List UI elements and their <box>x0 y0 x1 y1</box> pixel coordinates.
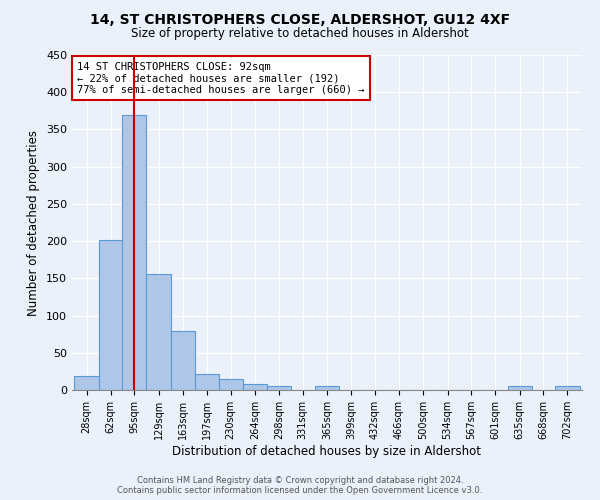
Text: 14 ST CHRISTOPHERS CLOSE: 92sqm
← 22% of detached houses are smaller (192)
77% o: 14 ST CHRISTOPHERS CLOSE: 92sqm ← 22% of… <box>77 62 365 95</box>
Bar <box>556 386 580 390</box>
Bar <box>218 379 243 390</box>
Bar <box>315 386 339 390</box>
Bar <box>146 274 171 390</box>
Bar <box>122 114 146 390</box>
Bar <box>171 331 195 390</box>
Text: Contains HM Land Registry data © Crown copyright and database right 2024.
Contai: Contains HM Land Registry data © Crown c… <box>118 476 482 495</box>
Bar <box>98 240 123 390</box>
Bar <box>267 386 292 390</box>
Text: Size of property relative to detached houses in Aldershot: Size of property relative to detached ho… <box>131 28 469 40</box>
Bar <box>74 376 98 390</box>
Bar <box>243 384 267 390</box>
Bar <box>508 386 532 390</box>
Text: 14, ST CHRISTOPHERS CLOSE, ALDERSHOT, GU12 4XF: 14, ST CHRISTOPHERS CLOSE, ALDERSHOT, GU… <box>90 12 510 26</box>
X-axis label: Distribution of detached houses by size in Aldershot: Distribution of detached houses by size … <box>173 444 482 458</box>
Y-axis label: Number of detached properties: Number of detached properties <box>28 130 40 316</box>
Bar <box>195 374 219 390</box>
